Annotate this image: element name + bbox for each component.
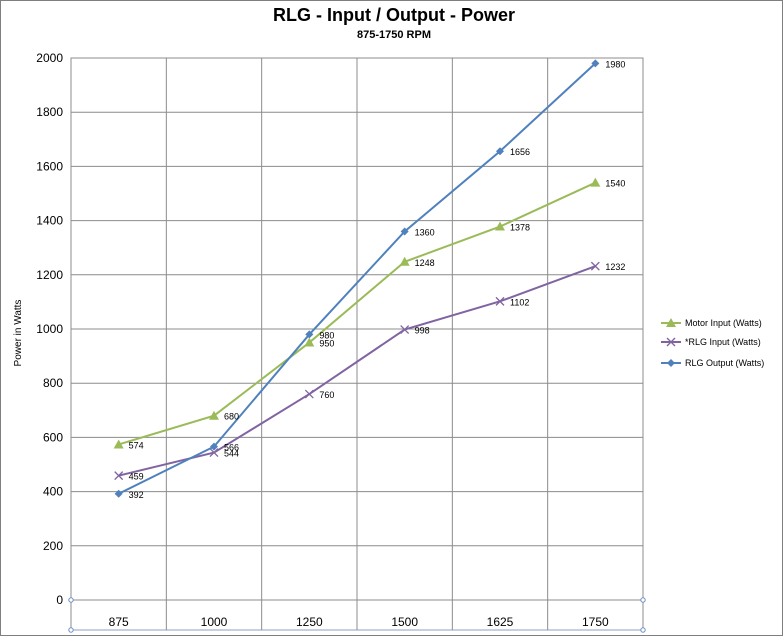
point-rlg-input-watts-4-stroke-b <box>495 296 505 306</box>
y-tick-label-400: 400 <box>43 485 63 499</box>
x-tick-label-875: 875 <box>109 615 129 629</box>
legend-marker-rlg-input-watts-stroke-b <box>666 337 676 347</box>
point-rlg-input-watts-5 <box>590 261 600 271</box>
data-label-rlg-input-watts-1: 544 <box>224 449 239 459</box>
legend-label-rlg-output-watts: RLG Output (Watts) <box>685 358 764 368</box>
point-rlg-output-watts-3 <box>400 227 409 236</box>
point-rlg-input-watts-3-stroke-b <box>400 325 410 335</box>
point-rlg-input-watts-0 <box>114 471 124 481</box>
point-rlg-input-watts-2 <box>304 389 314 399</box>
y-tick-label-1600: 1600 <box>36 159 63 173</box>
point-motor-input-watts-2 <box>304 337 315 347</box>
axis-handle-3 <box>640 627 646 633</box>
point-motor-input-watts-1 <box>209 410 219 420</box>
data-label-rlg-input-watts-0: 459 <box>129 472 144 482</box>
point-rlg-input-watts-2-stroke-b <box>304 389 314 399</box>
point-motor-input-watts-5 <box>590 177 601 187</box>
data-label-rlg-output-watts-3: 1360 <box>415 227 435 237</box>
data-label-rlg-output-watts-0: 392 <box>129 490 144 500</box>
point-motor-input-watts-0 <box>113 439 124 449</box>
chart-subtitle: 875-1750 RPM <box>357 29 431 41</box>
y-tick-label-1000: 1000 <box>36 322 63 336</box>
y-tick-label-1400: 1400 <box>36 214 63 228</box>
data-label-rlg-output-watts-1: 566 <box>224 443 239 453</box>
series-line-motor-input-watts <box>118 181 596 446</box>
point-rlg-output-watts-5 <box>591 59 600 68</box>
x-tick-label-1000: 1000 <box>201 615 228 629</box>
data-label-motor-input-watts-0: 574 <box>129 440 144 450</box>
x-tick-label-1750: 1750 <box>582 615 609 629</box>
y-tick-label-1800: 1800 <box>36 105 63 119</box>
data-label-motor-input-watts-1: 680 <box>224 412 239 422</box>
axes: 0 200 400 600 800 1000 1200 1400 1600 1800 2000 875… <box>36 51 646 633</box>
point-rlg-input-watts-4 <box>495 296 505 306</box>
gridlines <box>70 57 644 601</box>
data-label-motor-input-watts-3: 1248 <box>415 258 435 268</box>
y-tick-label-200: 200 <box>43 539 63 553</box>
x-tick-label-1500: 1500 <box>391 615 418 629</box>
series-line-rlg-input-watts <box>118 265 596 477</box>
axis-handle-1 <box>640 597 646 603</box>
legend-marker-rlg-input-watts <box>666 337 676 347</box>
point-rlg-input-watts-0-stroke-b <box>114 471 124 481</box>
point-rlg-output-watts-0 <box>114 489 123 498</box>
point-motor-input-watts-3 <box>399 256 410 266</box>
legend-label-motor-input-watts: Motor Input (Watts) <box>685 318 762 328</box>
series-lines <box>113 59 601 498</box>
data-label-motor-input-watts-2: 950 <box>319 339 334 349</box>
legend-marker-motor-input-watts <box>666 318 676 327</box>
axis-handle-2 <box>68 627 74 633</box>
point-rlg-input-watts-5-stroke-b <box>590 261 600 271</box>
y-tick-label-800: 800 <box>43 376 63 390</box>
data-label-rlg-input-watts-3: 998 <box>415 326 430 336</box>
x-tick-label-1250: 1250 <box>296 615 323 629</box>
legend-marker-rlg-output-watts <box>667 359 675 367</box>
legend: Motor Input (Watts) *RLG Input (Watts) RLG… <box>661 318 764 368</box>
data-label-rlg-output-watts-5: 1980 <box>605 59 625 69</box>
point-rlg-input-watts-3 <box>400 325 410 335</box>
legend-label-rlg-input-watts: *RLG Input (Watts) <box>685 337 761 347</box>
point-rlg-input-watts-1 <box>209 448 219 458</box>
y-tick-label-1200: 1200 <box>36 268 63 282</box>
point-rlg-output-watts-4 <box>496 147 504 156</box>
data-label-rlg-output-watts-4: 1656 <box>510 147 530 157</box>
data-label-rlg-input-watts-5: 1232 <box>605 262 625 272</box>
data-label-motor-input-watts-4: 1378 <box>510 223 530 233</box>
x-tick-label-1625: 1625 <box>487 615 514 629</box>
data-label-rlg-input-watts-4: 1102 <box>510 297 529 307</box>
y-axis-label: Power in Watts <box>13 300 24 367</box>
data-labels: 574 680 950 1248 1378 1540 459 544 760 998 1102 123… <box>129 59 626 499</box>
y-tick-label-600: 600 <box>43 430 63 444</box>
chart-title: RLG - Input / Output - Power <box>273 5 515 25</box>
data-label-rlg-input-watts-2: 760 <box>319 390 334 400</box>
data-label-rlg-output-watts-2: 980 <box>319 330 334 340</box>
point-rlg-output-watts-2 <box>305 330 314 339</box>
point-rlg-output-watts-1 <box>210 442 218 451</box>
series-line-rlg-output-watts <box>118 62 597 495</box>
y-tick-label-0: 0 <box>56 593 63 607</box>
point-rlg-input-watts-1-stroke-b <box>209 448 219 458</box>
axis-handle-0 <box>68 597 74 603</box>
data-label-motor-input-watts-5: 1540 <box>605 179 625 189</box>
y-tick-label-2000: 2000 <box>36 51 63 65</box>
point-motor-input-watts-4 <box>495 221 505 231</box>
